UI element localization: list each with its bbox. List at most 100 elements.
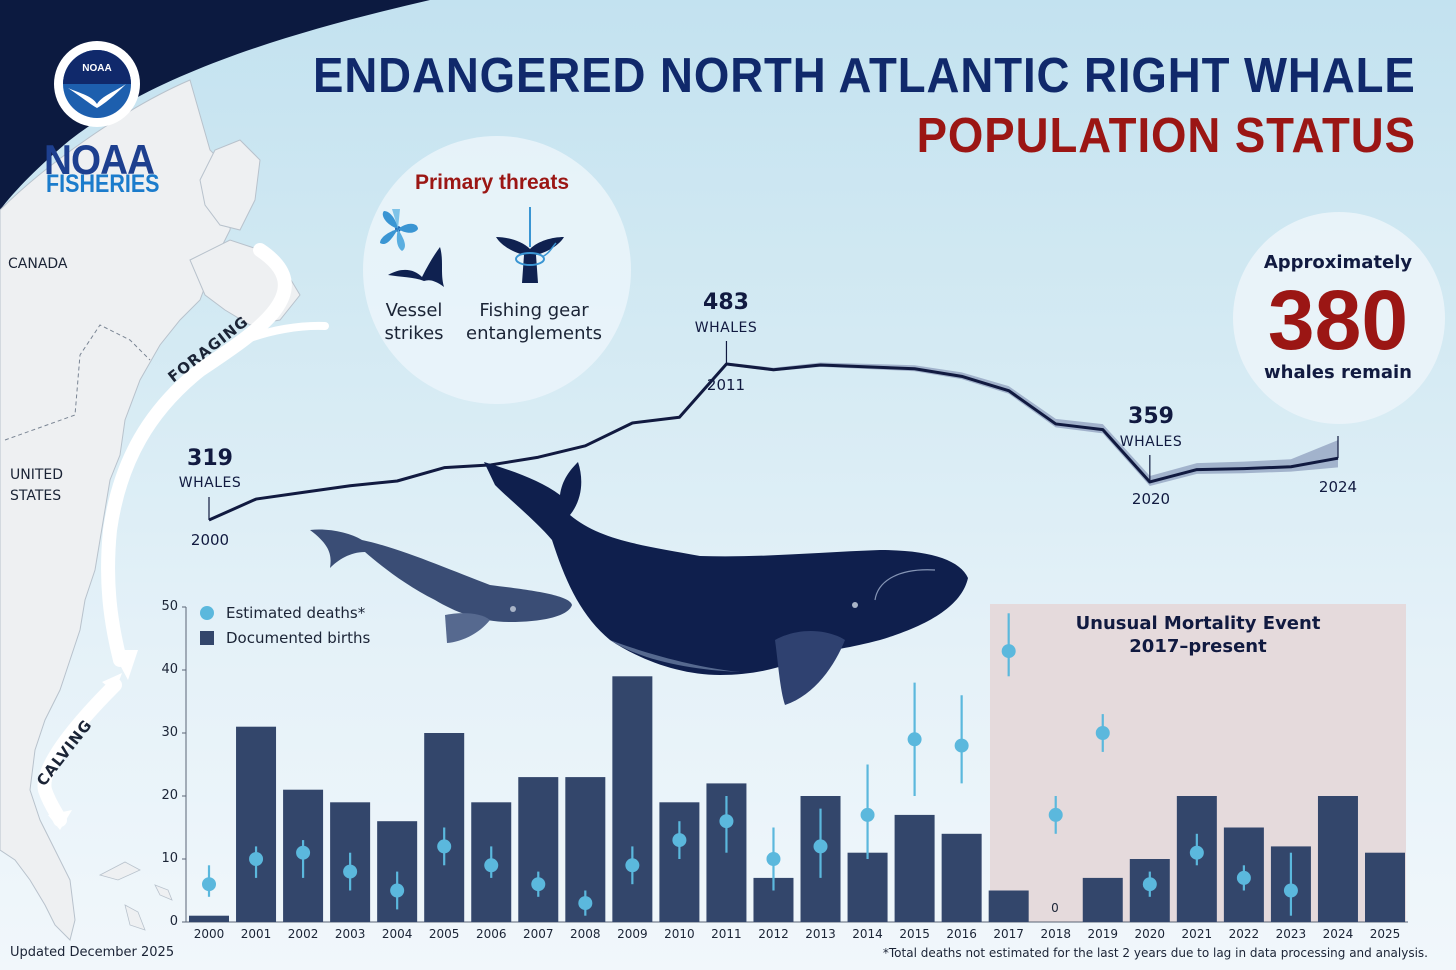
births-bar: [1082, 877, 1123, 922]
x-tick: 2000: [193, 927, 225, 941]
land-newfoundland: [199, 139, 261, 231]
deaths-point: [719, 814, 734, 829]
land-northeast: [0, 79, 236, 941]
deaths-point: [202, 877, 216, 892]
y-tick: 10: [161, 851, 178, 866]
map-label-us-line2: STATES: [10, 488, 62, 504]
x-tick: 2013: [805, 927, 836, 941]
x-tick: 2025: [1369, 927, 1401, 941]
y-tick: 30: [161, 725, 178, 740]
x-tick: 2019: [1087, 927, 1119, 941]
deaths-point: [437, 839, 452, 854]
threats-circle: [363, 136, 631, 404]
annotation-2011-year: 2011: [706, 376, 746, 394]
page-title: ENDANGERED NORTH ATLANTIC RIGHT WHALE: [313, 49, 1416, 103]
x-tick: 2014: [852, 927, 883, 941]
adult-whale-illustration: [484, 462, 968, 705]
deaths-point: [343, 864, 358, 879]
deaths-point: [390, 883, 405, 898]
ume-title-line1: Unusual Mortality Event: [1075, 613, 1321, 634]
callout-number: 380: [1267, 273, 1409, 367]
x-tick: 2011: [711, 927, 742, 941]
births-bar: [189, 915, 229, 922]
births-bar: [236, 726, 277, 922]
ume-title: Unusual Mortality Event 2017–present: [990, 612, 1406, 658]
x-tick: 2001: [240, 927, 272, 941]
x-tick: 2020: [1134, 927, 1166, 941]
legend-births-label: Documented births: [226, 629, 371, 647]
callout-circle: [1233, 212, 1445, 424]
map-label-us-line1: UNITED: [10, 467, 64, 483]
legend-deaths-label: Estimated deaths*: [226, 604, 366, 622]
x-tick: 2024: [1322, 927, 1354, 941]
annotation-2011-unit: WHALES: [694, 320, 758, 336]
deaths-point: [625, 858, 640, 873]
annotation-2011-number: 483: [703, 290, 749, 315]
x-tick: 2009: [617, 927, 648, 941]
x-tick: 2012: [758, 927, 789, 941]
threat-label-line1: Vessel: [385, 300, 443, 321]
deaths-point: [249, 852, 264, 866]
noaa-logo-text: NOAA: [44, 136, 155, 183]
propeller-whale-tail-icon: [380, 209, 444, 287]
callout-prefix: Approximately: [1263, 252, 1413, 273]
seal-text: NOAA: [82, 63, 112, 74]
footnote: *Total deaths not estimated for the last…: [882, 946, 1428, 960]
x-tick: 2016: [946, 927, 977, 941]
deaths-point: [907, 732, 922, 747]
deaths-point: [1048, 807, 1063, 822]
fisheries-logo-text: FISHERIES: [46, 170, 160, 198]
births-bar: [518, 777, 559, 922]
births-bar: [988, 890, 1029, 922]
x-tick: 2018: [1040, 927, 1071, 941]
births-bar: [1317, 796, 1358, 922]
x-tick: 2002: [287, 927, 319, 941]
annotation-2000-year: 2000: [190, 531, 230, 549]
threat-label-line2: strikes: [384, 323, 444, 344]
updated-date: Updated December 2025: [10, 945, 175, 960]
threat-vessel-strikes: Vessel strikes: [372, 299, 456, 345]
x-tick: 2017: [993, 927, 1024, 941]
ume-title-line2: 2017–present: [1129, 636, 1267, 657]
map-label-canada: CANADA: [8, 256, 68, 272]
bahamas: [98, 861, 173, 931]
threat-fishing-gear: Fishing gear entanglements: [464, 299, 604, 345]
deaths-point: [1142, 877, 1157, 892]
x-tick: 2003: [334, 927, 366, 941]
y-tick: 0: [169, 914, 178, 929]
legend-deaths-icon: [200, 606, 214, 620]
y-tick: 50: [161, 599, 178, 614]
y-tick: 40: [161, 662, 178, 677]
deaths-point: [1189, 845, 1204, 860]
deaths-point: [954, 738, 969, 753]
deaths-point: [578, 896, 593, 911]
deaths-point: [1283, 883, 1298, 898]
annotation-2000-number: 319: [187, 446, 233, 471]
births-bar: [1365, 852, 1405, 922]
deaths-point: [531, 877, 546, 892]
deaths-point: [1236, 870, 1251, 885]
threats-title: Primary threats: [414, 171, 570, 194]
deaths-point: [1095, 726, 1110, 740]
deaths-point: [766, 852, 781, 866]
deaths-point: [813, 839, 828, 854]
x-tick: 2005: [428, 927, 460, 941]
legend-births-icon: [200, 631, 214, 645]
calf-whale-illustration: [310, 529, 572, 643]
annotation-2024-year: 2024: [1318, 478, 1358, 496]
x-tick: 2010: [664, 927, 695, 941]
annotation-2020-year: 2020: [1131, 490, 1171, 508]
zero-births-2018-label: 0: [1051, 901, 1059, 915]
births-bar: [894, 814, 935, 922]
page-subtitle: POPULATION STATUS: [916, 109, 1416, 163]
y-tick: 20: [161, 788, 178, 803]
deaths-point: [296, 845, 311, 860]
x-tick: 2015: [899, 927, 930, 941]
births-bar: [847, 852, 888, 922]
x-tick: 2008: [570, 927, 601, 941]
threat-label-line1: Fishing gear: [479, 300, 589, 321]
deaths-point: [860, 807, 875, 822]
